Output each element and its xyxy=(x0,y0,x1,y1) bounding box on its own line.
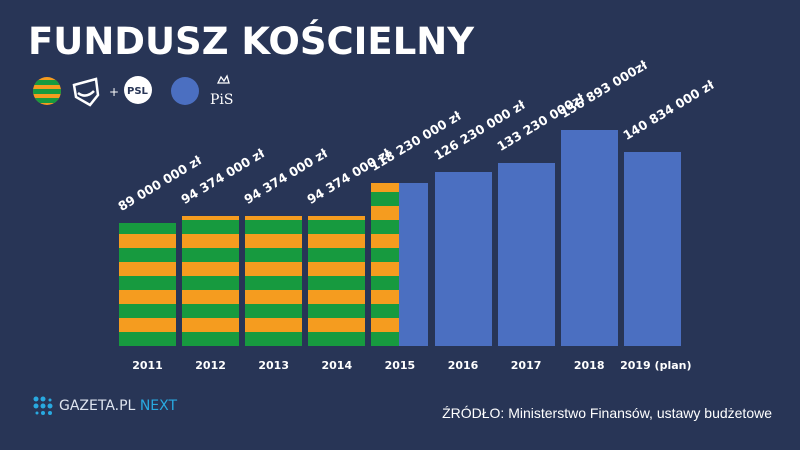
bar-2019 (plan) xyxy=(623,152,681,346)
plus-icon: + xyxy=(109,85,119,99)
x-tick-label: 2015 xyxy=(384,359,416,372)
bar-2014 xyxy=(308,216,366,346)
po-logo-icon xyxy=(72,77,100,107)
psl-logo-icon xyxy=(124,76,152,104)
pis-logo-icon: PiS xyxy=(210,92,234,108)
bar-2017 xyxy=(497,162,555,346)
bar-2018 xyxy=(560,130,618,346)
svg-text:PSL: PSL xyxy=(127,86,149,97)
value-label: 89 000 000 zł xyxy=(115,152,205,215)
bar-2012 xyxy=(182,216,240,346)
chart-title: FUNDUSZ KOŚCIELNY xyxy=(28,20,475,63)
x-tick-label: 2017 xyxy=(510,359,542,372)
value-label: 140 834 000 zł xyxy=(620,77,717,144)
x-tick-label: 2013 xyxy=(258,359,289,372)
source-note: ŹRÓDŁO: Ministerstwo Finansów, ustawy bu… xyxy=(442,405,772,421)
pis-color-icon xyxy=(171,77,199,105)
brand-name: GAZETA.PL xyxy=(59,398,136,414)
brand-accent: NEXT xyxy=(139,398,178,414)
bar-2016 xyxy=(434,172,492,346)
gazeta-dots-icon xyxy=(33,396,53,415)
x-tick-label: 2011 xyxy=(132,359,163,372)
x-tick-label: 2016 xyxy=(447,359,479,372)
x-tick-label: 2014 xyxy=(321,359,353,372)
bar-2015 xyxy=(371,183,429,346)
x-tick-label: 2019 (plan) xyxy=(620,359,692,372)
bar-2013 xyxy=(245,216,303,346)
gazeta-logo: GAZETA.PL NEXT xyxy=(33,396,177,416)
party-logos: + PSL PiS xyxy=(33,74,234,108)
x-tick-label: 2012 xyxy=(195,359,226,372)
legend: + PSL PiS xyxy=(30,73,270,108)
coalition-stripe-icon xyxy=(33,77,61,105)
value-label: 156 893 000zł xyxy=(556,57,650,121)
bar-2011 xyxy=(119,223,176,346)
x-tick-label: 2018 xyxy=(573,359,605,372)
